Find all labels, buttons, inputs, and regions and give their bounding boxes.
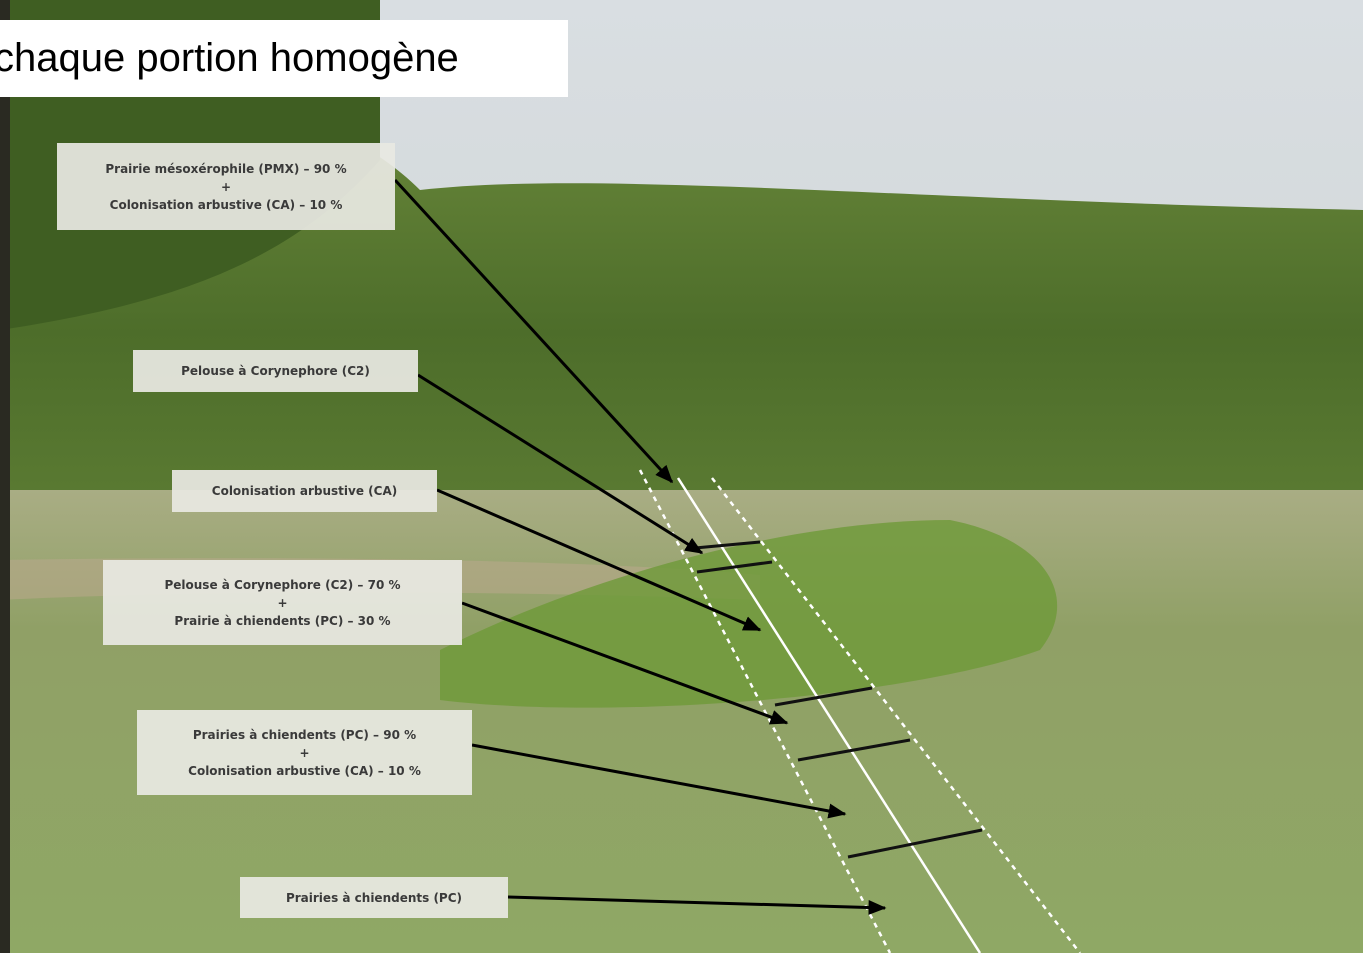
habitat-label: Prairies à chiendents (PC) (240, 877, 508, 918)
label-line: Pelouse à Corynephore (C2) (133, 362, 418, 380)
label-line: Prairies à chiendents (PC) – 90 % (137, 726, 472, 744)
title-text: chaque portion homogène (0, 36, 459, 80)
habitat-label: Pelouse à Corynephore (C2) – 70 % + Prai… (103, 560, 462, 645)
habitat-label: Prairie mésoxérophile (PMX) – 90 % + Col… (57, 143, 395, 230)
slide-title: chaque portion homogène (0, 20, 568, 97)
label-line: Colonisation arbustive (CA) (172, 482, 437, 500)
label-line: Colonisation arbustive (CA) – 10 % (57, 196, 395, 214)
label-line: Prairie à chiendents (PC) – 30 % (103, 612, 462, 630)
label-line: Pelouse à Corynephore (C2) – 70 % (103, 576, 462, 594)
habitat-label: Pelouse à Corynephore (C2) (133, 350, 418, 392)
label-line: Prairie mésoxérophile (PMX) – 90 % (57, 160, 395, 178)
habitat-label: Prairies à chiendents (PC) – 90 % + Colo… (137, 710, 472, 795)
label-line: + (137, 744, 472, 762)
label-line: Prairies à chiendents (PC) (240, 889, 508, 907)
label-line: + (57, 178, 395, 196)
label-line: Colonisation arbustive (CA) – 10 % (137, 762, 472, 780)
slide: chaque portion homogène Prairie mésoxéro… (0, 0, 1363, 953)
habitat-label: Colonisation arbustive (CA) (172, 470, 437, 512)
label-line: + (103, 594, 462, 612)
